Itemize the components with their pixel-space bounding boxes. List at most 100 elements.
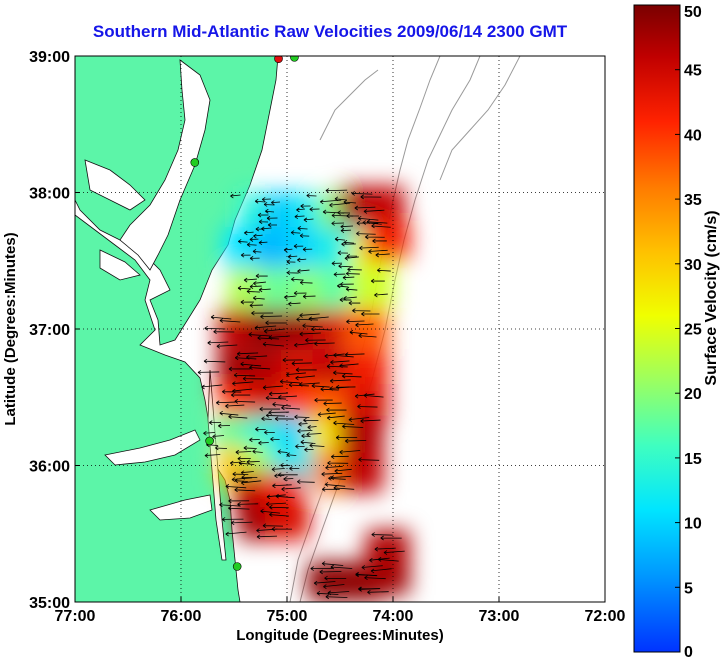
velocity-arrow [230, 193, 241, 199]
velocity-arrow [361, 565, 383, 570]
velocity-arrow [286, 259, 296, 265]
velocity-arrow [252, 249, 262, 254]
velocity-arrow [339, 363, 359, 369]
velocity-arrow [362, 220, 382, 225]
velocity-arrow [295, 375, 315, 381]
velocity-arrow [371, 223, 391, 229]
velocity-arrow [242, 376, 265, 381]
velocity-arrow [372, 238, 387, 244]
velocity-arrow [297, 479, 315, 485]
velocity-cell [339, 452, 384, 493]
colorbar-tick-label: 10 [684, 516, 702, 533]
velocity-arrow [232, 388, 253, 394]
velocity-arrow [326, 407, 347, 413]
velocity-arrow [300, 203, 311, 209]
velocity-arrow [331, 213, 354, 218]
velocity-arrow [317, 412, 336, 417]
velocity-arrow [294, 414, 310, 420]
colorbar-tick-label: 40 [684, 127, 702, 144]
colorbar-ticks: 0 5 10 15 20 25 30 35 40 45 50 [675, 4, 702, 659]
colorbar-tick-label: 30 [684, 257, 702, 274]
velocity-arrow [345, 271, 360, 276]
velocity-arrow [272, 402, 291, 407]
x-tick-label: 72:00 [585, 608, 626, 625]
velocity-arrow [333, 370, 353, 376]
colorbar-tick-label: 45 [684, 63, 702, 80]
velocity-arrow [357, 215, 379, 221]
velocity-arrow [330, 475, 352, 480]
velocity-arrow [265, 395, 287, 401]
velocity-arrow [358, 586, 380, 592]
velocity-arrow [248, 332, 271, 337]
velocity-arrow [330, 454, 349, 460]
velocity-arrow [215, 445, 228, 451]
velocity-arrow [296, 317, 318, 322]
velocity-arrow [210, 314, 232, 320]
velocity-arrow [310, 566, 333, 571]
velocity-arrow [218, 423, 231, 429]
velocity-arrow [299, 331, 321, 337]
colorbar-tick-label: 50 [684, 4, 702, 21]
velocity-arrow [340, 224, 354, 229]
station-marker [190, 158, 200, 167]
velocity-arrow [267, 222, 278, 228]
velocity-arrow [204, 325, 226, 331]
velocity-arrow [352, 308, 371, 313]
velocity-arrow [265, 501, 287, 507]
velocity-arrow [340, 228, 352, 233]
velocity-arrow [237, 456, 251, 462]
colorbar-tick-label: 25 [684, 322, 702, 339]
velocity-arrow [321, 486, 340, 492]
colorbar-tick-label: 0 [684, 644, 693, 659]
velocity-arrow [261, 197, 272, 202]
velocity-arrow [358, 457, 380, 462]
velocity-arrow [254, 325, 277, 331]
velocity-arrow [219, 318, 241, 323]
velocity-arrow [197, 370, 220, 375]
velocity-arrow [249, 284, 262, 289]
velocity-arrow [201, 384, 223, 390]
velocity-arrow [246, 459, 260, 465]
velocity-arrow [263, 202, 275, 207]
velocity-arrow [371, 532, 393, 537]
x-tick-label: 73:00 [479, 608, 520, 625]
velocity-arrow [368, 249, 388, 254]
velocity-arrow [243, 445, 257, 451]
station-marker [205, 436, 214, 446]
velocity-arrow [262, 385, 284, 390]
velocity-arrow [339, 282, 354, 287]
velocity-arrow [252, 295, 265, 301]
velocity-arrow [262, 523, 284, 529]
radar-stations [190, 56, 299, 571]
velocity-arrow [294, 342, 315, 348]
velocity-arrow [234, 355, 257, 361]
x-tick-label: 74:00 [373, 608, 414, 625]
velocity-arrow [219, 410, 239, 416]
velocity-arrow [321, 471, 343, 477]
velocity-arrow [329, 386, 350, 391]
velocity-arrow [326, 364, 348, 369]
velocity-arrow [288, 301, 301, 307]
velocity-arrow [306, 193, 317, 198]
velocity-arrow [278, 394, 297, 400]
station-marker [232, 562, 242, 571]
velocity-arrow [329, 378, 351, 384]
colorbar-tick-label: 15 [684, 451, 702, 468]
y-ticks: 35:00 36:00 37:00 38:00 39:00 [29, 49, 80, 612]
velocity-arrow [333, 420, 355, 426]
velocity-arrow [232, 471, 249, 477]
velocity-arrow [238, 239, 248, 244]
velocity-arrow [383, 550, 405, 555]
velocity-arrow [221, 517, 244, 522]
velocity-arrow [296, 207, 306, 213]
velocity-arrow [293, 243, 304, 249]
velocity-arrow [288, 382, 309, 388]
velocity-arrow [344, 352, 365, 357]
velocity-arrow [271, 526, 292, 532]
velocity-arrow [322, 209, 345, 215]
velocity-arrow [344, 255, 359, 261]
velocity-arrow [268, 391, 288, 397]
velocity-arrow [331, 261, 343, 266]
velocity-arrow [203, 358, 226, 364]
